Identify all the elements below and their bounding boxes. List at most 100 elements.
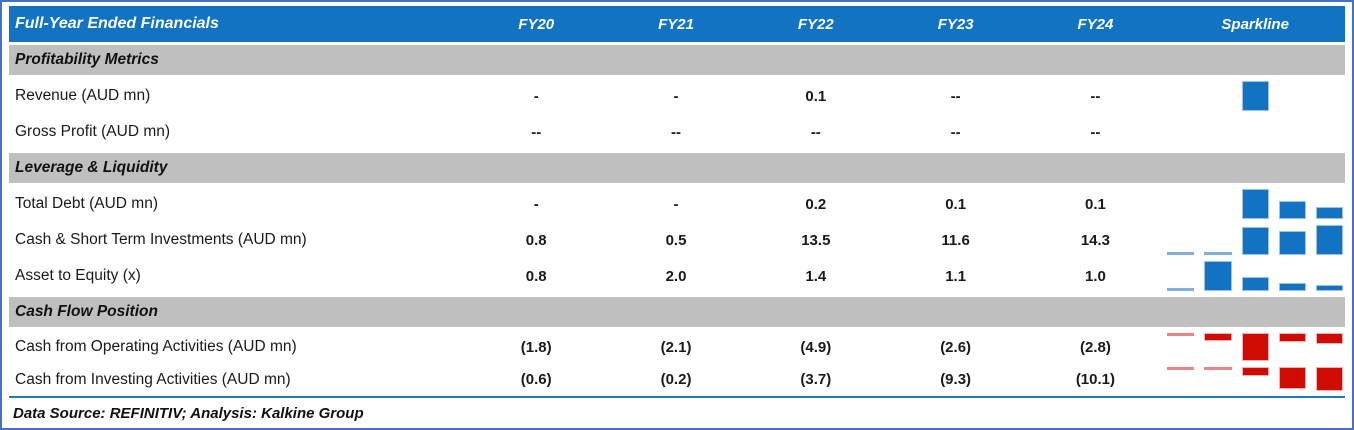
row-label: Total Debt (AUD mn) <box>15 195 158 212</box>
table-row: Cash & Short Term Investments (AUD mn) 0… <box>9 222 1345 258</box>
sparkline-slot <box>1241 333 1269 361</box>
sparkline-chart <box>1165 114 1345 150</box>
sparkline-bar <box>1167 367 1195 370</box>
sparkline-slot <box>1167 252 1195 255</box>
sparkline-bar <box>1241 81 1269 111</box>
column-header-fy22: FY22 <box>797 15 834 33</box>
cell-value: -- <box>950 123 961 141</box>
sparkline-slot <box>1315 367 1344 391</box>
cell-value: - <box>673 87 679 105</box>
sparkline-bar <box>1241 277 1269 291</box>
sparkline-bar <box>1204 333 1232 341</box>
sparkline-strip <box>1167 261 1344 291</box>
column-header-fy20: FY20 <box>518 15 555 33</box>
column-header-fy21: FY21 <box>658 15 694 33</box>
cell-value: 2.0 <box>665 267 687 285</box>
table-row: Cash from Operating Activities (AUD mn) … <box>9 330 1345 364</box>
sparkline-slot <box>1204 333 1232 341</box>
sparkline-bar <box>1167 252 1195 255</box>
sparkline-slot <box>1204 261 1232 291</box>
sparkline-chart <box>1165 258 1345 294</box>
sparkline-slot <box>1278 367 1306 389</box>
sparkline-bar <box>1315 333 1344 344</box>
cell-value: -- <box>810 123 821 141</box>
cell-value: (10.1) <box>1075 371 1115 388</box>
section-title: Leverage & Liquidity <box>15 159 168 176</box>
sparkline-bar <box>1204 261 1232 291</box>
sparkline-slot <box>1241 367 1269 376</box>
sparkline-slot <box>1315 285 1344 291</box>
sparkline-bar <box>1315 285 1344 291</box>
section-title: Cash Flow Position <box>15 303 158 320</box>
row-label: Revenue (AUD mn) <box>15 87 151 104</box>
cell-value: (1.8) <box>520 338 552 356</box>
sparkline-slot <box>1167 333 1195 336</box>
sparkline-bar <box>1241 189 1269 219</box>
column-header-fy24: FY24 <box>1077 15 1114 33</box>
cell-value: (2.1) <box>660 338 692 356</box>
cell-value: 14.3 <box>1080 231 1111 249</box>
table-title: Full-Year Ended Financials <box>15 15 219 32</box>
cell-value: (2.8) <box>1079 338 1111 356</box>
sparkline-bar <box>1278 333 1306 342</box>
bottom-divider-rule <box>9 396 1345 398</box>
cell-value: -- <box>671 123 682 141</box>
cell-value: - <box>673 195 679 213</box>
section-band-profitability: Profitability Metrics <box>9 45 1345 75</box>
sparkline-bar <box>1315 207 1344 219</box>
table-row: Gross Profit (AUD mn) -- -- -- -- -- <box>9 114 1345 150</box>
column-header-sparkline: Sparkline <box>1221 15 1289 33</box>
cell-value: 1.4 <box>805 267 827 285</box>
sparkline-strip <box>1167 189 1344 219</box>
sparkline-bar <box>1167 288 1195 291</box>
sparkline-bar <box>1315 225 1344 255</box>
sparkline-chart <box>1165 364 1345 395</box>
table-row: Cash from Investing Activities (AUD mn) … <box>9 364 1345 395</box>
sparkline-slot <box>1315 225 1344 255</box>
sparkline-chart <box>1165 222 1345 258</box>
sparkline-slot <box>1204 252 1232 255</box>
cell-value: (0.6) <box>520 371 552 388</box>
cell-value: (4.9) <box>800 338 832 356</box>
sparkline-slot <box>1167 367 1195 370</box>
cell-value: (3.7) <box>800 371 832 388</box>
sparkline-slot <box>1278 283 1306 291</box>
row-label: Asset to Equity (x) <box>15 267 141 284</box>
sparkline-strip <box>1167 367 1344 392</box>
row-label: Cash & Short Term Investments (AUD mn) <box>15 231 307 248</box>
cell-value: -- <box>531 123 542 141</box>
cell-value: 1.0 <box>1084 267 1106 285</box>
sparkline-bar <box>1315 367 1344 391</box>
cell-value: -- <box>950 87 961 105</box>
sparkline-slot <box>1241 227 1269 255</box>
cell-value: -- <box>1090 123 1101 141</box>
sparkline-slot <box>1204 367 1232 370</box>
row-label: Cash from Operating Activities (AUD mn) <box>15 338 297 355</box>
cell-value: 11.6 <box>941 231 970 249</box>
table-header-row: Full-Year Ended Financials FY20 FY21 FY2… <box>9 6 1345 42</box>
cell-value: 0.1 <box>945 195 967 213</box>
sparkline-chart <box>1165 186 1345 222</box>
sparkline-bar <box>1278 367 1306 389</box>
row-label: Gross Profit (AUD mn) <box>15 123 171 140</box>
sparkline-bar <box>1278 231 1306 255</box>
cell-value: 0.8 <box>525 267 547 285</box>
table-row: Asset to Equity (x) 0.8 2.0 1.4 1.1 1.0 <box>9 258 1345 294</box>
section-band-leverage: Leverage & Liquidity <box>9 153 1345 183</box>
sparkline-slot <box>1241 81 1269 111</box>
sparkline-slot <box>1278 201 1306 219</box>
sparkline-bar <box>1278 283 1306 291</box>
cell-value: 0.1 <box>805 87 827 105</box>
cell-value: - <box>533 87 539 105</box>
table-row: Revenue (AUD mn) - - 0.1 -- -- <box>9 78 1345 114</box>
cell-value: 0.1 <box>1084 195 1106 213</box>
cell-value: 13.5 <box>801 231 831 249</box>
sparkline-chart <box>1165 78 1345 114</box>
cell-value: 0.2 <box>805 195 827 213</box>
sparkline-slot <box>1315 333 1344 344</box>
sparkline-bar <box>1241 227 1269 255</box>
sparkline-slot <box>1315 207 1344 219</box>
sparkline-bar <box>1167 333 1195 336</box>
cell-value: 0.5 <box>665 231 687 249</box>
